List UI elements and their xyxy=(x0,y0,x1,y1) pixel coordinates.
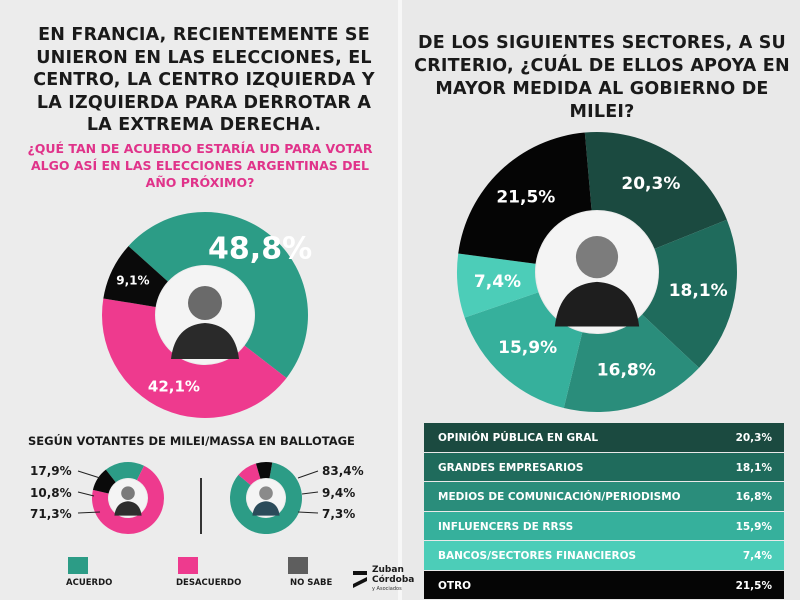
massa-acuerdo-label: 83,4% xyxy=(322,464,364,478)
ballotage-separator xyxy=(200,478,202,534)
sectors-table: OPINIÓN PÚBLICA EN GRAL 20,3% GRANDES EMPR… xyxy=(424,423,784,600)
sectors-table-row: GRANDES EMPRESARIOS 18,1% xyxy=(424,452,784,482)
main-donut-label-0: 48,8% xyxy=(208,231,312,266)
sectors-donut-slice-0 xyxy=(584,132,727,249)
logo-line-1: Zuban xyxy=(372,565,404,575)
milei-donut-slice-1 xyxy=(91,465,164,534)
left-question: ¿QUÉ TAN DE ACUERDO ESTARÍA UD PARA VOTA… xyxy=(27,141,373,190)
sectors-donut-label-3: 15,9% xyxy=(498,338,557,358)
main-donut-portrait-icon xyxy=(171,286,239,359)
sectors-donut-slice-2 xyxy=(563,314,699,412)
legend-label-acuerdo: ACUERDO xyxy=(66,578,113,588)
sectors-row-label: GRANDES EMPRESARIOS xyxy=(438,461,584,474)
sectors-row-label: MEDIOS DE COMUNICACIÓN/PERIODISMO xyxy=(438,491,681,503)
milei-voters-donut xyxy=(91,462,164,534)
sectors-donut-portrait-icon xyxy=(554,236,640,327)
sectors-donut-chart: 20,3% 18,1% 16,8% 15,9% 7,4% 21,5% xyxy=(457,132,737,412)
sectors-row-label: OPINIÓN PÚBLICA EN GRAL xyxy=(438,432,599,444)
legend-swatch-acuerdo xyxy=(68,557,88,574)
milei-nosabe-label: 10,8% xyxy=(30,486,72,500)
sectors-row-label: INFLUENCERS DE RRSS xyxy=(438,520,574,533)
massa-desacuerdo-label: 9,4% xyxy=(322,486,356,500)
sectors-donut-slice-5 xyxy=(458,132,592,264)
sectors-row-value: 18,1% xyxy=(735,461,772,474)
massa-connector-1 xyxy=(301,491,319,495)
logo-line-3: y Asociados xyxy=(372,586,402,592)
sectors-row-value: 16,8% xyxy=(735,491,772,503)
sectors-donut-label-5: 21,5% xyxy=(496,188,555,208)
main-donut-chart: 48,8% 42,1% 9,1% xyxy=(101,211,312,418)
zuban-cordoba-logo: Zuban Córdoba y Asociados xyxy=(352,565,414,596)
legend-label-desacuerdo: DESACUERDO xyxy=(176,578,242,588)
right-title: DE LOS SIGUIENTES SECTORES, A SU CRITERI… xyxy=(414,33,790,122)
massa-connector-0 xyxy=(297,470,319,479)
sectors-donut-slice-3 xyxy=(464,292,583,409)
milei-connector-2 xyxy=(77,511,101,514)
massa-donut-slice-0 xyxy=(230,462,302,535)
sectors-row-value: 7,4% xyxy=(742,550,772,562)
milei-connector-1 xyxy=(77,491,95,497)
sectors-table-row: OTRO 21,5% xyxy=(424,570,784,600)
sectors-donut-slice-1 xyxy=(642,219,737,368)
sectors-donut-label-4: 7,4% xyxy=(474,272,521,292)
logo-mark-icon xyxy=(353,571,367,588)
sectors-donut-label-0: 20,3% xyxy=(621,174,680,194)
sectors-donut-slice-4 xyxy=(457,253,539,318)
left-title: EN FRANCIA, RECIENTEMENTE SE UNIERON EN … xyxy=(33,25,375,135)
massa-voters-donut xyxy=(230,462,302,535)
milei-acuerdo-label: 17,9% xyxy=(30,464,72,478)
sectors-table-row: INFLUENCERS DE RRSS 15,9% xyxy=(424,511,784,541)
panel-divider xyxy=(398,0,402,600)
sectors-table-row: OPINIÓN PÚBLICA EN GRAL 20,3% xyxy=(424,423,784,453)
main-donut-slice-1 xyxy=(101,298,287,418)
sectors-row-value: 20,3% xyxy=(735,432,772,444)
main-donut-slice-2 xyxy=(103,246,168,307)
massa-donut-portrait-icon xyxy=(252,486,280,516)
ballotage-title: SEGÚN VOTANTES DE MILEI/MASSA EN BALLOTA… xyxy=(28,434,355,448)
sectors-table-row: MEDIOS DE COMUNICACIÓN/PERIODISMO 16,8% xyxy=(424,482,784,512)
milei-connector-0 xyxy=(77,470,101,479)
legend-swatch-nosabe xyxy=(288,557,308,574)
massa-nosabe-label: 7,3% xyxy=(322,507,356,521)
massa-connector-2 xyxy=(297,511,319,514)
main-donut-slice-0 xyxy=(128,211,309,378)
sectors-row-value: 15,9% xyxy=(735,520,772,533)
main-donut-label-2: 9,1% xyxy=(116,273,149,287)
milei-donut-slice-2 xyxy=(92,469,116,494)
sectors-row-value: 21,5% xyxy=(735,579,772,592)
massa-donut-slice-1 xyxy=(238,463,261,486)
milei-donut-slice-0 xyxy=(105,462,145,483)
sectors-row-label: OTRO xyxy=(438,579,472,592)
legend-label-nosabe: NO SABE xyxy=(290,578,333,588)
sectors-table-row: BANCOS/SECTORES FINANCIEROS 7,4% xyxy=(424,541,784,571)
logo-line-2: Córdoba xyxy=(372,574,415,585)
legend-swatch-desacuerdo xyxy=(178,557,198,574)
sectors-donut-label-2: 16,8% xyxy=(597,361,656,381)
main-donut-label-1: 42,1% xyxy=(148,378,200,396)
massa-donut-slice-2 xyxy=(255,462,273,479)
sectors-row-label: BANCOS/SECTORES FINANCIEROS xyxy=(438,550,637,562)
milei-donut-portrait-icon xyxy=(114,486,142,516)
logo-text: Zuban Córdoba xyxy=(372,565,415,585)
milei-desacuerdo-label: 71,3% xyxy=(30,507,72,521)
sectors-donut-label-1: 18,1% xyxy=(669,281,728,301)
